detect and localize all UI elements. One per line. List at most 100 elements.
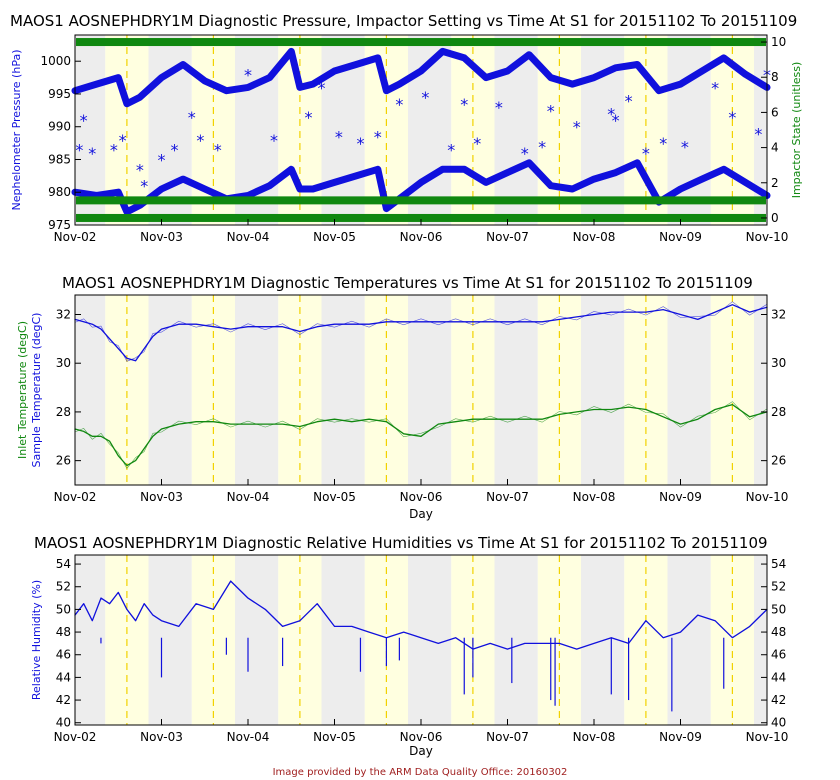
night-band (75, 295, 106, 485)
night-band (235, 295, 279, 485)
outlier-point: * (244, 65, 252, 84)
outlier-point: * (473, 134, 481, 153)
y-right-tick-label: 2 (771, 176, 779, 190)
impactor-band (76, 213, 766, 222)
outlier-point: * (214, 141, 222, 160)
inlet-temperature-axis-label: Inlet Temperature (degC) (16, 321, 29, 459)
y-right-tick-label: 44 (771, 670, 786, 684)
outlier-point: * (460, 95, 468, 114)
outlier-point: * (356, 134, 364, 153)
temperature-panel: MAOS1 AOSNEPHDRY1M Diagnostic Temperatur… (16, 274, 788, 521)
x-tick-label: Nov-10 (746, 730, 789, 744)
outlier-point: * (711, 78, 719, 97)
pressure-panel: MAOS1 AOSNEPHDRY1M Diagnostic Pressure, … (10, 12, 803, 244)
y-tick-label: 995 (48, 87, 71, 101)
outlier-point: * (754, 124, 762, 143)
outlier-point: * (270, 131, 278, 150)
outlier-point: * (573, 118, 581, 137)
outlier-point: * (140, 177, 148, 196)
impactor-y-axis-label: Impactor State (unitless) (790, 62, 803, 199)
y-tick-label: 990 (48, 120, 71, 134)
x-tick-label: Nov-06 (400, 230, 443, 244)
temperature-panel-title: MAOS1 AOSNEPHDRY1M Diagnostic Temperatur… (62, 274, 753, 292)
y-tick-label: 28 (56, 405, 71, 419)
y-tick-label: 30 (56, 356, 71, 370)
series-jitter (74, 301, 768, 362)
y-right-tick-label: 50 (771, 602, 786, 616)
y-right-tick-label: 6 (771, 105, 779, 119)
y-right-tick-label: 42 (771, 693, 786, 707)
outlier-point: * (659, 134, 667, 153)
outlier-point: * (305, 108, 313, 127)
x-tick-label: Nov-04 (227, 490, 270, 504)
x-tick-label: Nov-02 (54, 490, 97, 504)
y-tick-label: 42 (56, 693, 71, 707)
temperature-axes: Nov-02 Nov-03 Nov-04 Nov-05 Nov-06 Nov-07 Nov-… (54, 307, 789, 504)
x-tick-label: Nov-07 (486, 490, 529, 504)
y-tick-label: 44 (56, 670, 71, 684)
night-band (494, 555, 538, 725)
y-right-tick-label: 26 (771, 454, 786, 468)
x-tick-label: Nov-09 (659, 490, 702, 504)
temperature-daynight-bands (75, 295, 767, 485)
outlier-point: * (521, 144, 529, 163)
y-right-tick-label: 46 (771, 648, 786, 662)
pressure-y-axis-label: Nephelometer Pressure (hPa) (10, 50, 23, 211)
y-tick-label: 32 (56, 307, 71, 321)
night-band (75, 555, 106, 725)
humidity-daynight-bands (75, 555, 767, 725)
x-tick-label: Nov-05 (313, 730, 356, 744)
outlier-point: * (136, 160, 144, 179)
outlier-point: * (728, 108, 736, 127)
temperature-x-axis-label: Day (409, 507, 433, 521)
pressure-panel-title: MAOS1 AOSNEPHDRY1M Diagnostic Pressure, … (10, 12, 797, 30)
x-tick-label: Nov-03 (140, 230, 183, 244)
x-tick-label: Nov-03 (140, 490, 183, 504)
outlier-point: * (119, 131, 127, 150)
y-right-tick-label: 4 (771, 141, 779, 155)
y-tick-label: 52 (56, 580, 71, 594)
y-right-tick-label: 30 (771, 356, 786, 370)
temperature-data-marks (74, 301, 768, 470)
x-tick-label: Nov-05 (313, 230, 356, 244)
outlier-point: * (495, 98, 503, 117)
x-tick-label: Nov-08 (573, 730, 616, 744)
x-tick-label: Nov-10 (746, 490, 789, 504)
y-right-tick-label: 40 (771, 716, 786, 730)
x-tick-label: Nov-04 (227, 730, 270, 744)
y-right-tick-label: 32 (771, 307, 786, 321)
night-band (667, 555, 711, 725)
x-tick-label: Nov-08 (573, 230, 616, 244)
outlier-point: * (75, 141, 83, 160)
outlier-point: * (170, 141, 178, 160)
y-tick-label: 54 (56, 557, 71, 571)
x-tick-label: Nov-03 (140, 730, 183, 744)
outlier-point: * (625, 92, 633, 111)
x-tick-label: Nov-10 (746, 230, 789, 244)
impactor-band (76, 196, 766, 205)
outlier-point: * (335, 128, 343, 147)
outlier-point: * (447, 141, 455, 160)
night-band (321, 295, 365, 485)
outlier-point: * (642, 144, 650, 163)
y-tick-label: 985 (48, 152, 71, 166)
y-tick-label: 1000 (40, 54, 71, 68)
series-line (71, 47, 771, 108)
outlier-point: * (188, 108, 196, 127)
sample-temperature-axis-label: Sample Temperature (degC) (30, 313, 43, 468)
y-tick-label: 26 (56, 454, 71, 468)
humidity-x-axis-label: Day (409, 744, 433, 758)
y-tick-label: 46 (56, 648, 71, 662)
outlier-point: * (374, 128, 382, 147)
x-tick-label: Nov-06 (400, 730, 443, 744)
y-right-tick-label: 52 (771, 580, 786, 594)
humidity-axes: Nov-02 Nov-03 Nov-04 Nov-05 Nov-06 Nov-07 Nov-… (54, 557, 789, 744)
outlier-point: * (607, 105, 615, 124)
outlier-point: * (196, 131, 204, 150)
night-band (235, 555, 279, 725)
outlier-point: * (538, 137, 546, 156)
y-tick-label: 40 (56, 716, 71, 730)
image-credit-footer: Image provided by the ARM Data Quality O… (273, 767, 568, 778)
x-tick-label: Nov-02 (54, 730, 97, 744)
x-tick-label: Nov-07 (486, 730, 529, 744)
